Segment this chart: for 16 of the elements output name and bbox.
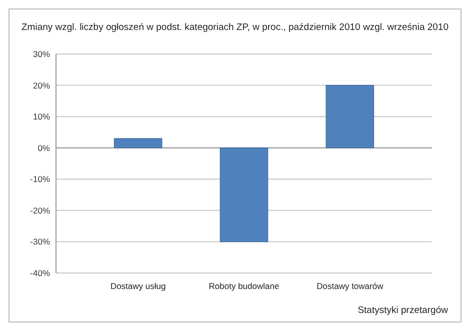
y-tick-label: 30% [32,48,50,59]
chart-title: Zmiany wzgl. liczby ogłoszeń w podst. kategoriach ZP, w proc., październik 2010 wzgl. września 2010 [22,22,448,33]
bar [220,148,268,242]
x-tick-label: Dostawy usług [110,281,166,291]
y-tick-label: -40% [30,268,50,278]
y-tick-label: 0% [38,142,50,153]
y-tick-label: -10% [30,174,50,184]
y-tick-label: -30% [30,236,50,247]
bar [114,138,162,148]
text: Statystyki przetargów [358,305,448,316]
y-tick-label: 20% [32,80,50,90]
x-tick-label: Dostawy towarów [316,281,384,291]
y-tick-label: 10% [32,112,50,122]
y-tick-label: -20% [30,205,50,216]
x-tick-label: Roboty budowlane [208,281,280,291]
bar [326,84,374,148]
